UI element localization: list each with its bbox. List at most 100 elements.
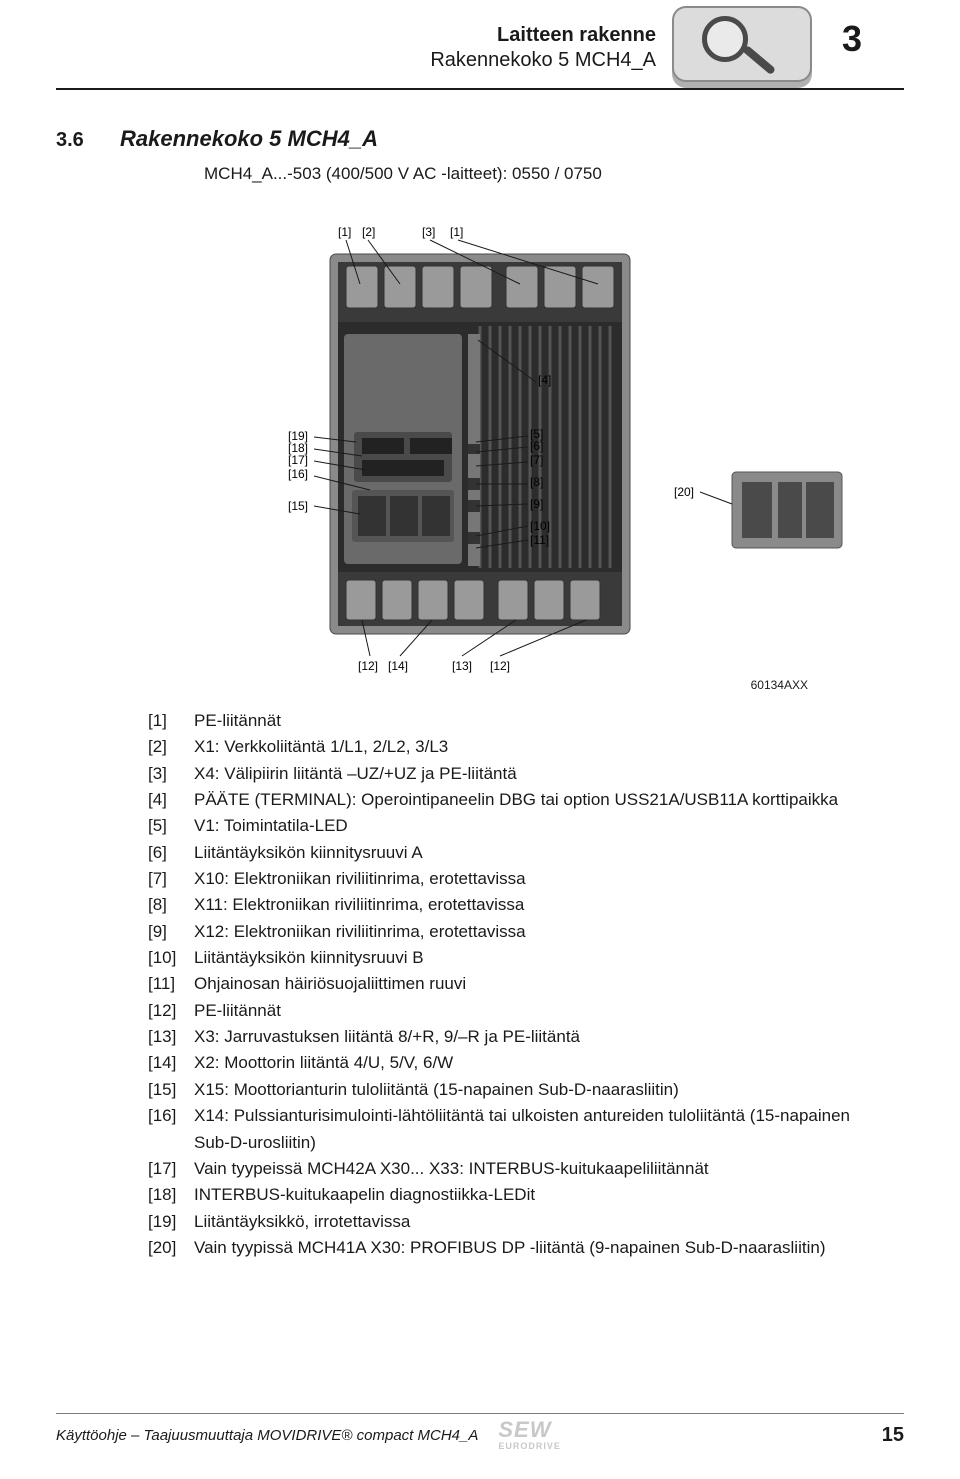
- legend-value: PÄÄTE (TERMINAL): Operointipaneelin DBG …: [194, 787, 850, 813]
- legend-key: [11]: [148, 971, 194, 997]
- brand-sub: EURODRIVE: [498, 1441, 561, 1451]
- legend-key: [15]: [148, 1077, 194, 1103]
- callout-top-3: [1]: [450, 225, 463, 239]
- page-footer: Käyttöohje – Taajuusmuuttaja MOVIDRIVE® …: [56, 1413, 904, 1451]
- footer-text: Käyttöohje – Taajuusmuuttaja MOVIDRIVE® …: [56, 1427, 478, 1444]
- callout-left-2: [17]: [288, 453, 308, 467]
- legend-row: [1]PE-liitännät: [148, 708, 850, 734]
- legend-key: [2]: [148, 734, 194, 760]
- legend-list: [1]PE-liitännät[2]X1: Verkkoliitäntä 1/L…: [148, 708, 850, 1261]
- legend-value: X4: Välipiirin liitäntä –UZ/+UZ ja PE-li…: [194, 761, 850, 787]
- callout-bottom-3: [12]: [490, 659, 510, 673]
- callout-left-4: [15]: [288, 499, 308, 513]
- page-number: 15: [882, 1424, 904, 1447]
- callout-right-6: [11]: [530, 533, 549, 547]
- legend-key: [17]: [148, 1156, 194, 1182]
- legend-value: Vain tyypeissä MCH42A X30... X33: INTERB…: [194, 1156, 850, 1182]
- callout-right-1: [6]: [530, 439, 543, 453]
- callout-bottom-1: [14]: [388, 659, 408, 673]
- header-title-2: Rakennekoko 5 MCH4_A: [430, 49, 656, 72]
- legend-key: [14]: [148, 1050, 194, 1076]
- legend-row: [15]X15: Moottorianturin tuloliitäntä (1…: [148, 1077, 850, 1103]
- legend-key: [16]: [148, 1103, 194, 1156]
- legend-row: [12]PE-liitännät: [148, 998, 850, 1024]
- legend-row: [10]Liitäntäyksikön kiinnitysruuvi B: [148, 945, 850, 971]
- legend-key: [6]: [148, 840, 194, 866]
- legend-key: [5]: [148, 813, 194, 839]
- legend-row: [18]INTERBUS-kuitukaapelin diagnostiikka…: [148, 1182, 850, 1208]
- legend-value: X2: Moottorin liitäntä 4/U, 5/V, 6/W: [194, 1050, 850, 1076]
- legend-row: [2]X1: Verkkoliitäntä 1/L1, 2/L2, 3/L3: [148, 734, 850, 760]
- section-subtitle: MCH4_A...-503 (400/500 V AC -laitteet): …: [204, 164, 850, 184]
- legend-value: X14: Pulssianturisimulointi-lähtöliitänt…: [194, 1103, 850, 1156]
- legend-key: [8]: [148, 892, 194, 918]
- brand-logo: SEW EURODRIVE: [498, 1420, 561, 1451]
- legend-key: [19]: [148, 1209, 194, 1235]
- chapter-number: 3: [842, 18, 862, 60]
- legend-row: [13]X3: Jarruvastuksen liitäntä 8/+R, 9/…: [148, 1024, 850, 1050]
- legend-key: [1]: [148, 708, 194, 734]
- legend-value: X11: Elektroniikan riviliitinrima, erote…: [194, 892, 850, 918]
- legend-row: [7]X10: Elektroniikan riviliitinrima, er…: [148, 866, 850, 892]
- legend-value: Ohjainosan häiriösuojaliittimen ruuvi: [194, 971, 850, 997]
- legend-value: Vain tyypissä MCH41A X30: PROFIBUS DP -l…: [194, 1235, 850, 1261]
- legend-value: Liitäntäyksikkö, irrotettavissa: [194, 1209, 850, 1235]
- header-title-1: Laitteen rakenne: [430, 24, 656, 47]
- section-title: Rakennekoko 5 MCH4_A: [120, 126, 378, 152]
- legend-row: [4]PÄÄTE (TERMINAL): Operointipaneelin D…: [148, 787, 850, 813]
- chapter-icon-box: [672, 6, 812, 82]
- legend-value: INTERBUS-kuitukaapelin diagnostiikka-LED…: [194, 1182, 850, 1208]
- legend-key: [9]: [148, 919, 194, 945]
- legend-key: [20]: [148, 1235, 194, 1261]
- legend-key: [12]: [148, 998, 194, 1024]
- page-header: Laitteen rakenne Rakennekoko 5 MCH4_A 3: [56, 0, 904, 90]
- legend-row: [19]Liitäntäyksikkö, irrotettavissa: [148, 1209, 850, 1235]
- legend-key: [7]: [148, 866, 194, 892]
- section-number: 3.6: [56, 129, 120, 152]
- callout-bottom-0: [12]: [358, 659, 378, 673]
- legend-row: [3]X4: Välipiirin liitäntä –UZ/+UZ ja PE…: [148, 761, 850, 787]
- legend-row: [6]Liitäntäyksikön kiinnitysruuvi A: [148, 840, 850, 866]
- section-heading: 3.6 Rakennekoko 5 MCH4_A MCH4_A...-503 (…: [56, 126, 850, 184]
- legend-key: [10]: [148, 945, 194, 971]
- legend-row: [20]Vain tyypissä MCH41A X30: PROFIBUS D…: [148, 1235, 850, 1261]
- callout-top-1: [2]: [362, 225, 375, 239]
- legend-row: [14]X2: Moottorin liitäntä 4/U, 5/V, 6/W: [148, 1050, 850, 1076]
- legend-row: [16]X14: Pulssianturisimulointi-lähtölii…: [148, 1103, 850, 1156]
- legend-value: V1: Toimintatila-LED: [194, 813, 850, 839]
- callout-bottom-2: [13]: [452, 659, 472, 673]
- device-figure: [1] [2] [3] [1] [4] [19] [18] [17] [16] …: [100, 204, 860, 684]
- legend-value: X1: Verkkoliitäntä 1/L1, 2/L2, 3/L3: [194, 734, 850, 760]
- legend-value: X10: Elektroniikan riviliitinrima, erote…: [194, 866, 850, 892]
- callout-20: [20]: [674, 485, 694, 499]
- callout-right-4: [9]: [530, 497, 543, 511]
- legend-value: X3: Jarruvastuksen liitäntä 8/+R, 9/–R j…: [194, 1024, 850, 1050]
- legend-key: [13]: [148, 1024, 194, 1050]
- legend-row: [5]V1: Toimintatila-LED: [148, 813, 850, 839]
- callout-top-0: [1]: [338, 225, 351, 239]
- brand-name: SEW: [498, 1420, 561, 1441]
- callout-top-2: [3]: [422, 225, 435, 239]
- device-diagram-svg: [1] [2] [3] [1] [4] [19] [18] [17] [16] …: [100, 204, 860, 684]
- figure-image-code: 60134AXX: [751, 678, 808, 692]
- callout-right-2: [7]: [530, 453, 543, 467]
- legend-row: [9]X12: Elektroniikan riviliitinrima, er…: [148, 919, 850, 945]
- magnifier-icon: [696, 14, 786, 78]
- callout-left-3: [16]: [288, 467, 308, 481]
- legend-key: [4]: [148, 787, 194, 813]
- legend-value: Liitäntäyksikön kiinnitysruuvi B: [194, 945, 850, 971]
- header-titles: Laitteen rakenne Rakennekoko 5 MCH4_A: [430, 24, 656, 72]
- legend-row: [8]X11: Elektroniikan riviliitinrima, er…: [148, 892, 850, 918]
- legend-value: X15: Moottorianturin tuloliitäntä (15-na…: [194, 1077, 850, 1103]
- legend-row: [17]Vain tyypeissä MCH42A X30... X33: IN…: [148, 1156, 850, 1182]
- legend-row: [11]Ohjainosan häiriösuojaliittimen ruuv…: [148, 971, 850, 997]
- legend-value: PE-liitännät: [194, 708, 850, 734]
- legend-key: [3]: [148, 761, 194, 787]
- legend-value: PE-liitännät: [194, 998, 850, 1024]
- callout-right-3: [8]: [530, 475, 543, 489]
- legend-key: [18]: [148, 1182, 194, 1208]
- callout-right-5: [10]: [530, 519, 550, 533]
- callout-4: [4]: [538, 373, 551, 387]
- legend-value: Liitäntäyksikön kiinnitysruuvi A: [194, 840, 850, 866]
- legend-value: X12: Elektroniikan riviliitinrima, erote…: [194, 919, 850, 945]
